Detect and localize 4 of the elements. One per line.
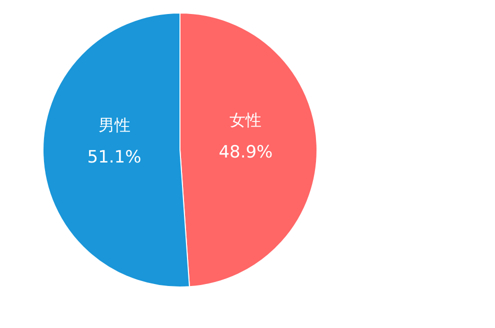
data-label: 51.1%	[87, 147, 142, 168]
slice-label: 女性	[230, 110, 262, 130]
data-label: 48.9%	[218, 142, 273, 163]
slice-label: 男性	[98, 115, 130, 134]
